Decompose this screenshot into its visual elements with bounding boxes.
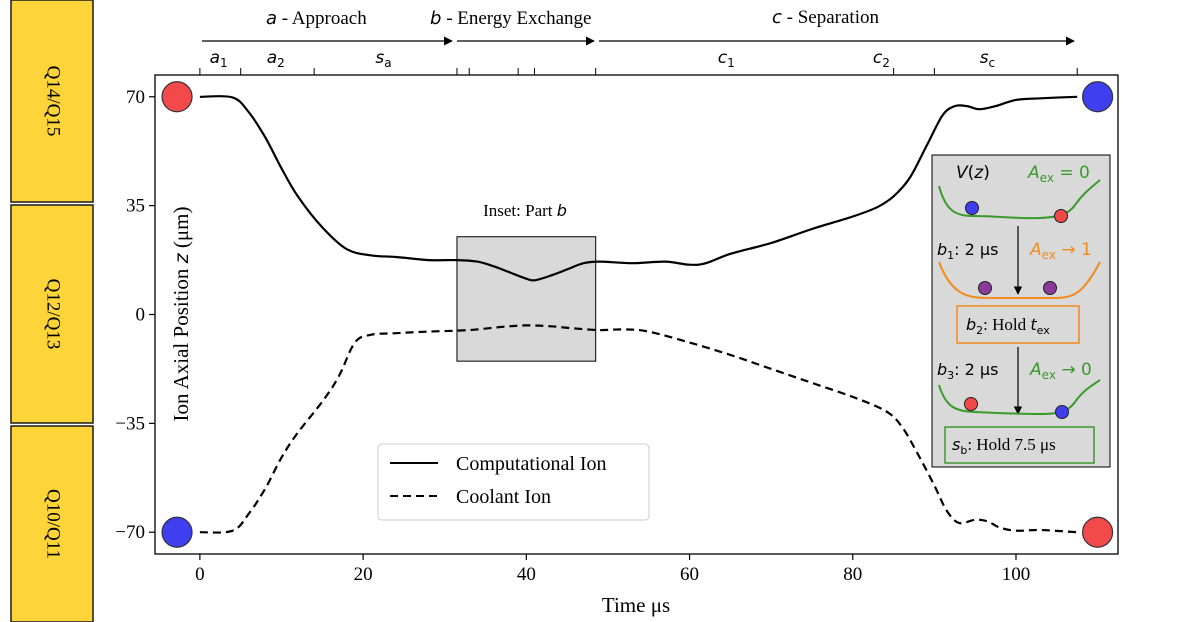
ion-purple-icon xyxy=(978,281,992,295)
subphase-label: c1 xyxy=(718,48,735,70)
subphase-label: c2 xyxy=(873,48,890,70)
subphase-label: a1 xyxy=(210,48,228,70)
diagram-aex-to1: Aex → 1 xyxy=(1029,240,1092,262)
diagram-sb-label: sb: Hold 7.5 μs xyxy=(952,435,1056,457)
legend-label-computational: Computational Ion xyxy=(456,453,607,475)
plot-area: Inset: Part b 0 20 40 60 80 100 70 35 0 −35 −70 T… xyxy=(115,74,1119,617)
zone-label: Q10/Q11 xyxy=(43,489,64,559)
ion-red-marker xyxy=(1081,516,1114,548)
ion-blue-marker xyxy=(161,516,193,548)
diagram-b2-label: b2: Hold tex xyxy=(966,315,1050,337)
y-tick-label: 0 xyxy=(136,305,146,326)
subphase-label: sc xyxy=(980,48,995,70)
ion-red-icon xyxy=(964,397,978,411)
diagram-sb-box xyxy=(944,426,1095,464)
y-tick-label: 70 xyxy=(126,87,145,108)
zone-label: Q14/Q15 xyxy=(43,66,64,137)
y-tick-label: 35 xyxy=(126,196,145,217)
x-tick-label: 60 xyxy=(680,564,699,585)
zone-q12-q13: Q12/Q13 xyxy=(10,204,94,424)
inset-box xyxy=(456,236,597,362)
x-axis: 0 20 40 60 80 100 xyxy=(195,554,1030,585)
phase-b-label: b - Energy Exchange xyxy=(430,8,591,29)
series-coolant-ion xyxy=(199,324,1078,534)
ion-red-icon xyxy=(1054,209,1068,223)
diagram-aex-to0: Aex → 0 xyxy=(1029,360,1092,382)
ion-purple-icon xyxy=(1043,281,1057,295)
well-curve-initial xyxy=(938,179,1101,220)
ion-blue-marker xyxy=(1081,81,1114,113)
legend-label-coolant: Coolant Ion xyxy=(456,486,551,508)
zone-bars: Q14/Q15 Q12/Q13 Q10/Q11 xyxy=(10,0,94,622)
y-axis: 70 35 0 −35 −70 xyxy=(115,87,155,543)
ion-red-marker xyxy=(161,81,193,113)
y-tick-label: −70 xyxy=(115,522,145,543)
ion-blue-icon xyxy=(965,201,979,215)
x-tick-label: 40 xyxy=(517,564,536,585)
x-tick-label: 20 xyxy=(354,564,373,585)
diagram-v-label: V(z) xyxy=(956,163,990,183)
phase-a-label: a - Approach xyxy=(266,8,367,29)
x-tick-label: 80 xyxy=(843,564,862,585)
diagram-b2-box xyxy=(956,305,1080,344)
ion-markers xyxy=(161,81,1114,548)
zone-bar xyxy=(10,0,94,203)
phase-c-label: c - Separation xyxy=(772,7,879,28)
series-computational-ion xyxy=(199,94,1078,282)
subphase-label: sa xyxy=(375,48,391,70)
potential-diagram: V(z) Aex = 0 b1: 2 μs Aex → 1 b2: Hold t… xyxy=(931,154,1111,468)
zone-bar xyxy=(10,204,94,424)
inset-label: Inset: Part b xyxy=(483,201,567,220)
zone-q14-q15: Q14/Q15 xyxy=(10,0,94,203)
ion-blue-icon xyxy=(1055,405,1069,419)
y-axis-label: Ion Axial Position z (μm) xyxy=(169,207,193,422)
diagram-aex-eq0: Aex = 0 xyxy=(1027,163,1090,185)
x-tick-label: 0 xyxy=(195,564,205,585)
diagram-b3-label: b3: 2 μs xyxy=(937,360,998,382)
well-curve-merged xyxy=(938,261,1101,299)
legend: Computational Ion Coolant Ion xyxy=(377,443,650,521)
diagram-b1-label: b1: 2 μs xyxy=(937,240,998,262)
y-tick-label: −35 xyxy=(115,413,145,434)
top-ticks xyxy=(199,68,1078,75)
x-axis-label: Time μs xyxy=(602,593,670,617)
subphase-label: a2 xyxy=(267,48,285,70)
phase-annotations: a - Approach b - Energy Exchange c - Sep… xyxy=(199,7,1078,75)
well-curve-final xyxy=(938,379,1101,416)
zone-bar xyxy=(10,425,94,622)
series-layer xyxy=(199,94,1078,534)
zone-q10-q11: Q10/Q11 xyxy=(10,425,94,622)
zone-label: Q12/Q13 xyxy=(43,279,64,350)
subphase-labels: a1 a2 sa c1 c2 sc xyxy=(210,48,996,70)
legend-frame xyxy=(377,443,650,521)
x-tick-label: 100 xyxy=(1002,564,1031,585)
